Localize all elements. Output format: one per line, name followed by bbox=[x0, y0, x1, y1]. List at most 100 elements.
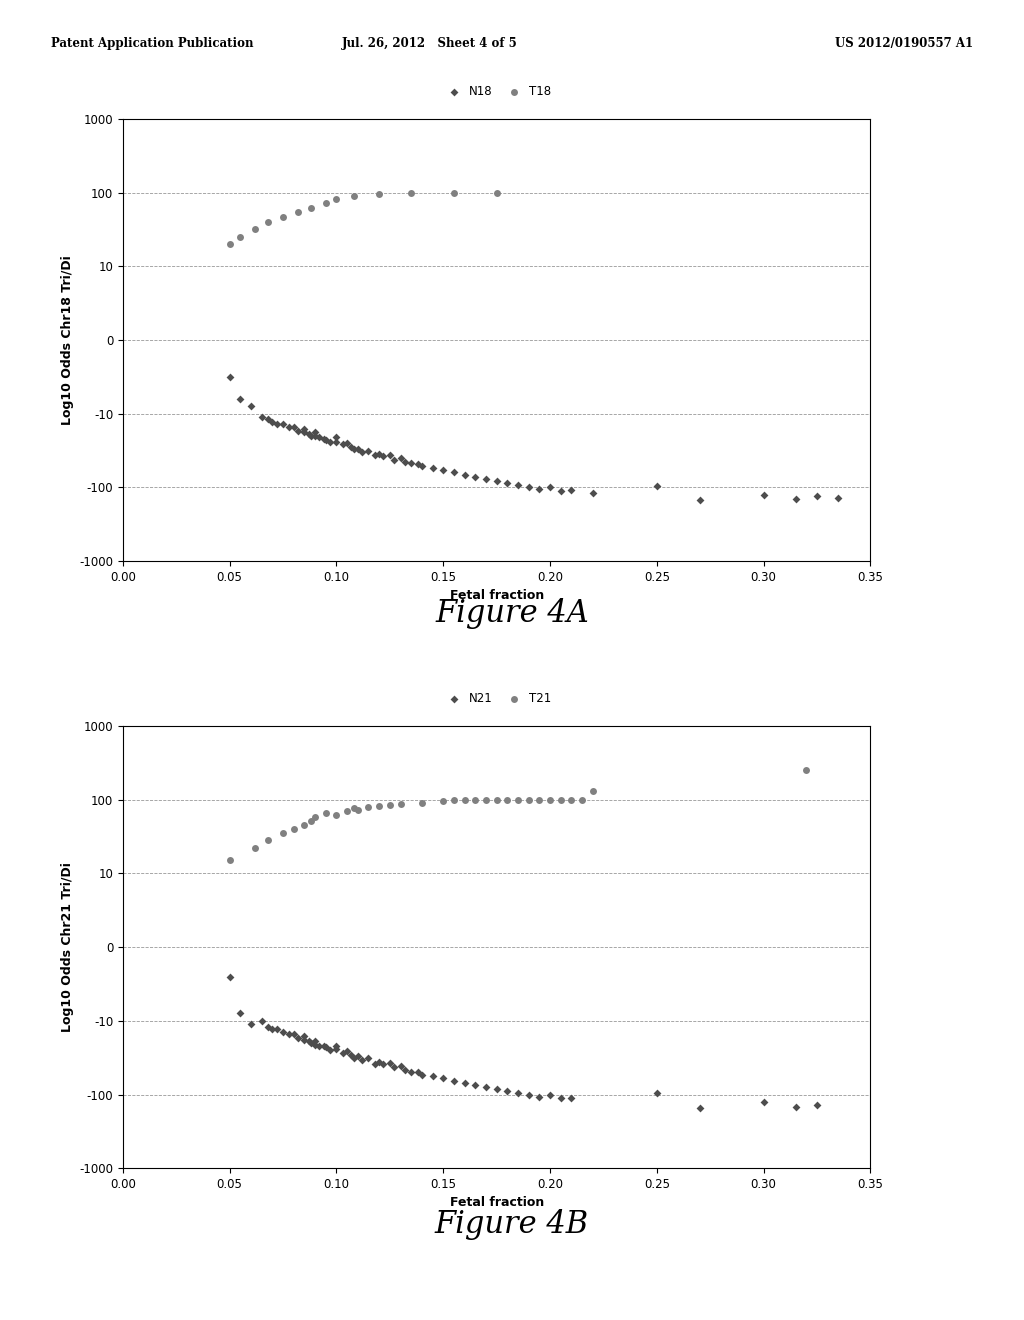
Point bbox=[296, 422, 312, 444]
Point bbox=[232, 226, 249, 247]
Point bbox=[585, 780, 601, 801]
Point bbox=[520, 1084, 537, 1105]
Point bbox=[457, 1073, 473, 1094]
Point bbox=[553, 1088, 569, 1109]
Point bbox=[531, 478, 548, 499]
Point bbox=[809, 1094, 825, 1115]
Point bbox=[787, 1097, 804, 1118]
Point bbox=[410, 453, 426, 474]
Text: Figure 4B: Figure 4B bbox=[435, 1209, 589, 1241]
Point bbox=[798, 760, 814, 781]
Point bbox=[648, 1082, 665, 1104]
Point bbox=[254, 407, 270, 428]
Point bbox=[467, 1074, 483, 1096]
Text: Jul. 26, 2012   Sheet 4 of 5: Jul. 26, 2012 Sheet 4 of 5 bbox=[342, 37, 518, 50]
Point bbox=[488, 470, 505, 491]
Point bbox=[382, 1052, 398, 1073]
Point bbox=[488, 789, 505, 810]
X-axis label: Fetal fraction: Fetal fraction bbox=[450, 589, 544, 602]
Point bbox=[691, 1097, 708, 1118]
Point bbox=[307, 1031, 324, 1052]
Point bbox=[221, 366, 238, 387]
Point bbox=[457, 789, 473, 810]
Point bbox=[307, 1034, 324, 1055]
Point bbox=[286, 416, 302, 437]
Point bbox=[322, 1040, 338, 1061]
Point bbox=[247, 838, 263, 859]
Point bbox=[329, 1035, 345, 1056]
Point bbox=[403, 182, 420, 203]
Point bbox=[243, 1014, 259, 1035]
Point bbox=[286, 818, 302, 840]
Point bbox=[360, 441, 377, 462]
Point bbox=[243, 396, 259, 417]
Point bbox=[396, 1059, 413, 1080]
Point bbox=[585, 482, 601, 503]
Point bbox=[367, 444, 383, 465]
Point bbox=[274, 206, 291, 227]
Point bbox=[345, 797, 361, 818]
Point bbox=[335, 1041, 351, 1063]
Point bbox=[371, 444, 387, 465]
Point bbox=[290, 201, 306, 222]
Point bbox=[467, 789, 483, 810]
Point bbox=[300, 1031, 316, 1052]
Point bbox=[303, 197, 319, 218]
Point bbox=[282, 416, 298, 437]
Point bbox=[329, 804, 345, 825]
Point bbox=[520, 789, 537, 810]
Point bbox=[531, 789, 548, 810]
Point bbox=[311, 426, 328, 447]
Point bbox=[809, 486, 825, 507]
Point bbox=[382, 795, 398, 816]
Point bbox=[563, 789, 580, 810]
Point bbox=[382, 445, 398, 466]
Y-axis label: Log10 Odds Chr18 Tri/Di: Log10 Odds Chr18 Tri/Di bbox=[60, 255, 74, 425]
Point bbox=[349, 438, 366, 459]
Point bbox=[691, 490, 708, 511]
Point bbox=[268, 1019, 285, 1040]
Point bbox=[414, 1064, 430, 1085]
Point bbox=[296, 1026, 312, 1047]
Point bbox=[445, 182, 462, 203]
Point bbox=[553, 789, 569, 810]
Point bbox=[343, 436, 359, 457]
Text: Patent Application Publication: Patent Application Publication bbox=[51, 37, 254, 50]
Point bbox=[354, 441, 371, 462]
Point bbox=[335, 434, 351, 455]
Point bbox=[221, 966, 238, 987]
Point bbox=[329, 1039, 345, 1060]
Point bbox=[343, 1044, 359, 1065]
Point bbox=[403, 1061, 420, 1082]
Point bbox=[403, 453, 420, 474]
Point bbox=[349, 1045, 366, 1067]
Point bbox=[457, 465, 473, 486]
Point bbox=[510, 474, 526, 495]
Point bbox=[247, 218, 263, 239]
Point bbox=[542, 789, 558, 810]
Point bbox=[260, 1016, 276, 1038]
Point bbox=[435, 1068, 452, 1089]
Legend: N18, T18: N18, T18 bbox=[437, 81, 556, 103]
Point bbox=[386, 449, 402, 470]
Point bbox=[392, 447, 409, 469]
Point bbox=[542, 1085, 558, 1106]
Y-axis label: Log10 Odds Chr21 Tri/Di: Log10 Odds Chr21 Tri/Di bbox=[60, 862, 74, 1032]
Point bbox=[307, 807, 324, 828]
Point bbox=[282, 1023, 298, 1044]
Point bbox=[274, 822, 291, 843]
Point bbox=[563, 479, 580, 500]
Point bbox=[756, 1092, 772, 1113]
Point bbox=[445, 1071, 462, 1092]
Point bbox=[317, 1038, 334, 1059]
Point bbox=[392, 1056, 409, 1077]
Point bbox=[232, 388, 249, 409]
Point bbox=[329, 189, 345, 210]
Point bbox=[478, 789, 495, 810]
Point bbox=[542, 477, 558, 498]
Point bbox=[648, 475, 665, 496]
Point bbox=[360, 796, 377, 817]
Point bbox=[371, 183, 387, 205]
Point bbox=[478, 469, 495, 490]
Point bbox=[520, 477, 537, 498]
